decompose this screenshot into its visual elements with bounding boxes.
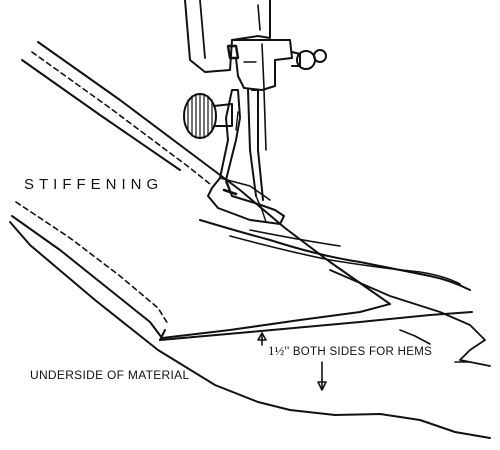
material-underside	[9, 221, 491, 439]
presser-foot-icon	[207, 89, 285, 225]
dimension-arrow-icon	[257, 332, 327, 391]
thread-tension-knob-icon	[291, 49, 327, 70]
stiffening-layer	[11, 41, 391, 341]
fabric-fold	[199, 219, 471, 291]
thumb-screw-icon	[183, 93, 233, 139]
sewing-machine-needle-icon	[247, 89, 267, 223]
hem-measurement-label: 1½" BOTH SIDES FOR HEMS	[268, 343, 432, 359]
machine-head	[183, 0, 327, 225]
hem-measure-text: BOTH SIDES FOR HEMS	[292, 346, 433, 358]
underside-of-material-label: UNDERSIDE OF MATERIAL	[30, 368, 190, 382]
stiffening-label: STIFFENING	[24, 176, 164, 193]
hem-measure-value: 1½"	[268, 343, 290, 358]
